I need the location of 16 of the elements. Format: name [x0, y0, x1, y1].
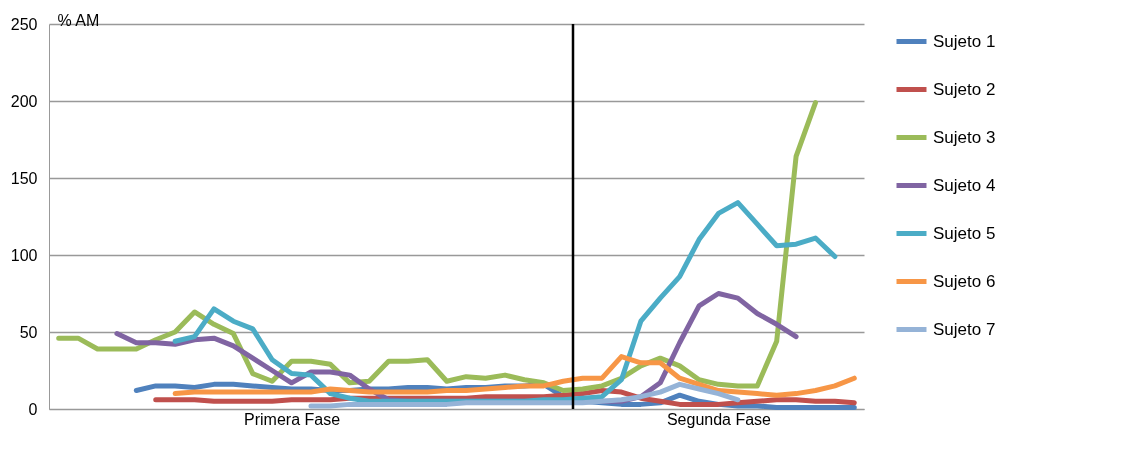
legend-label: Sujeto 3 — [933, 127, 996, 147]
y-tick-label: 50 — [19, 323, 38, 341]
y-tick-label: 150 — [10, 169, 38, 187]
y-tick-label: 200 — [10, 92, 38, 110]
legend-label: Sujeto 1 — [933, 31, 996, 51]
x-tick-label: Segunda Fase — [666, 410, 772, 428]
y-tick-label: 100 — [10, 246, 38, 264]
y-tick-label: 250 — [10, 15, 38, 33]
legend-label: Sujeto 5 — [933, 223, 996, 243]
legend-label: Sujeto 7 — [933, 319, 996, 339]
x-tick-label: Primera Fase — [244, 410, 341, 428]
legend-label: Sujeto 6 — [933, 271, 996, 291]
legend-label: Sujeto 4 — [933, 175, 996, 195]
y-axis-title: % AM — [57, 11, 100, 29]
y-tick-label: 0 — [28, 400, 38, 418]
legend-label: Sujeto 2 — [933, 79, 996, 99]
